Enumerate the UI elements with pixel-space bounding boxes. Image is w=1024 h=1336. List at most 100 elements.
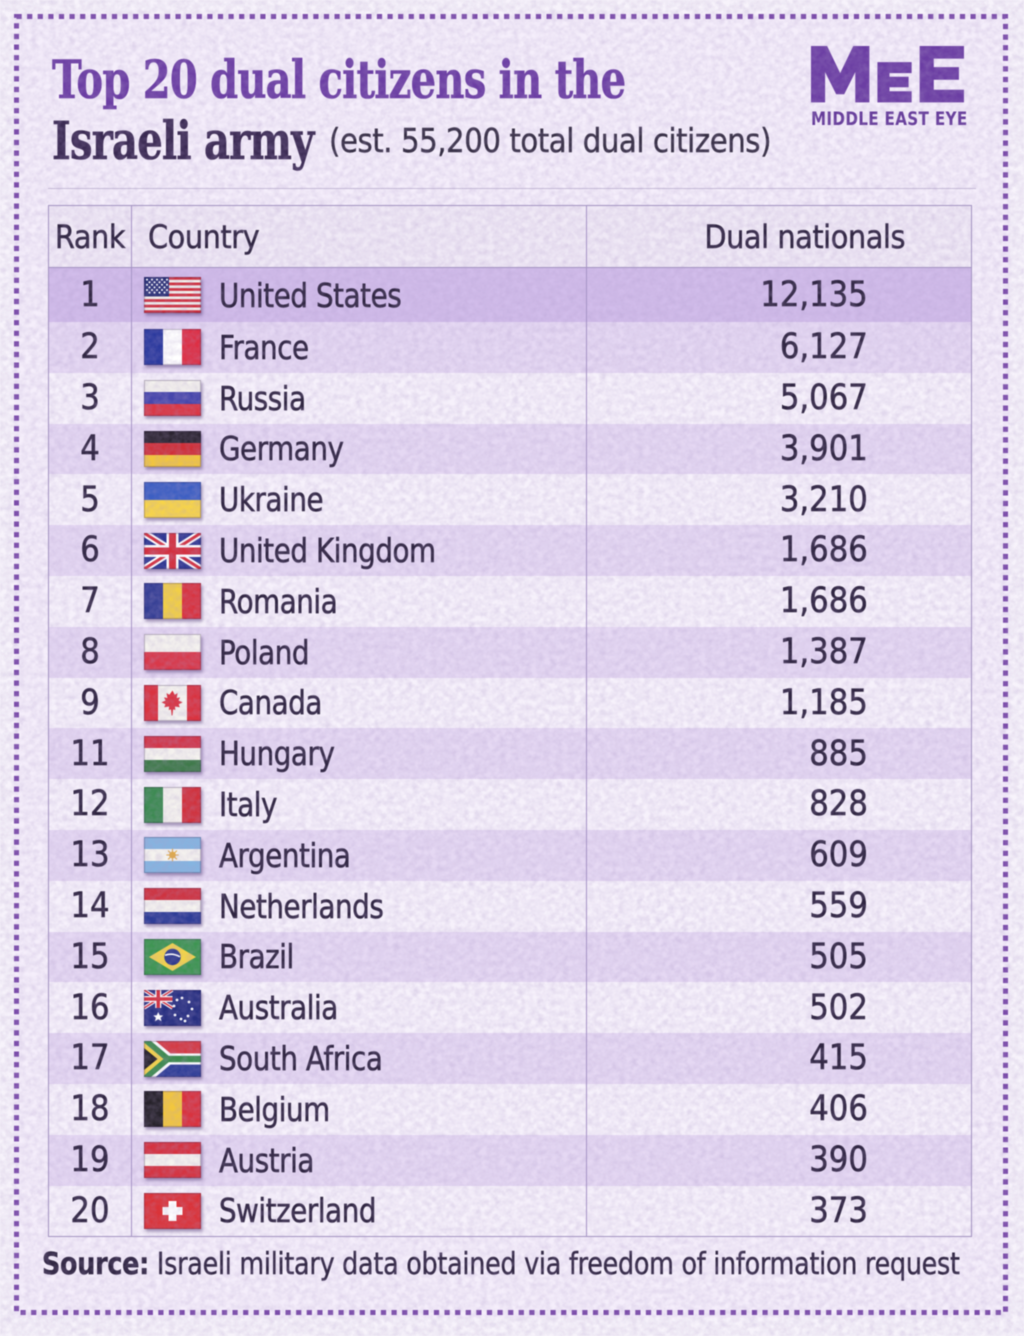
dual-nationals-cell: 505 [587, 932, 971, 983]
dual-nationals-cell: 559 [587, 881, 971, 932]
country-cell: Netherlands [131, 880, 587, 932]
dual-nationals-value: 559 [809, 885, 868, 926]
dual-nationals-value: 505 [809, 936, 868, 977]
flag-icon-nl [144, 888, 201, 925]
rank-value: 5 [80, 479, 100, 520]
country-name: Ukraine [219, 480, 324, 520]
country-name: Switzerland [219, 1191, 377, 1231]
country-cell: Ukraine [131, 474, 587, 526]
table-row: 17 South Africa 415 [49, 1033, 971, 1084]
table-row: 13 Argentina 609 [49, 829, 971, 881]
rank-cell: 15 [49, 932, 131, 983]
country-name: Italy [219, 785, 278, 825]
rank-value: 8 [80, 631, 100, 672]
table-row: 2 France 6,127 [49, 322, 971, 373]
table-row: 15 Brazil 505 [49, 931, 971, 983]
country-name: Canada [219, 683, 323, 723]
country-cell: Brazil [131, 931, 587, 983]
dual-nationals-cell: 1,686 [587, 576, 971, 627]
rank-value: 4 [80, 428, 100, 469]
rank-header-label: Rank [54, 217, 126, 256]
rank-value: 18 [70, 1089, 110, 1130]
country-cell: Hungary [131, 728, 587, 780]
country-name: Belgium [219, 1089, 331, 1129]
flag-icon-ru [144, 380, 201, 417]
rank-value: 15 [70, 936, 110, 977]
rank-value: 2 [80, 327, 100, 368]
dual-nationals-value: 3,901 [780, 428, 868, 469]
dual-nationals-cell: 3,901 [587, 424, 971, 475]
rank-cell: 8 [49, 627, 131, 678]
rank-cell: 13 [49, 830, 131, 881]
table-row: 9 Canada 1,185 [49, 677, 971, 729]
mee-logo-icon [811, 46, 964, 103]
flag-icon-de [144, 430, 201, 467]
dual-nationals-value: 406 [809, 1089, 868, 1130]
dual-nationals-value: 609 [809, 835, 868, 876]
country-cell: United States [131, 268, 587, 322]
dual-nationals-cell: 1,185 [587, 678, 971, 729]
mee-logo-tagline: MIDDLE EAST EYE [811, 109, 968, 130]
rank-value: 14 [70, 885, 110, 926]
dual-nationals-cell: 502 [587, 982, 971, 1033]
dual-nationals-cell: 6,127 [587, 322, 971, 373]
flag-icon-br [144, 938, 201, 975]
column-header-dual-nationals: Dual nationals [587, 206, 971, 267]
rank-value: 17 [70, 1038, 110, 1079]
rank-value: 20 [70, 1190, 110, 1231]
flag-icon-ar [144, 837, 201, 874]
column-header-rank: Rank [49, 206, 131, 267]
source-text: Israeli military data obtained via freed… [149, 1247, 960, 1282]
dual-nationals-cell: 609 [587, 830, 971, 881]
dual-nationals-value: 6,127 [780, 327, 868, 368]
country-cell: Belgium [131, 1083, 587, 1135]
rank-value: 19 [70, 1139, 110, 1180]
dual-nationals-value: 1,686 [780, 530, 868, 571]
flag-icon-za [144, 1040, 201, 1077]
dual-nationals-cell: 5,067 [587, 373, 971, 424]
flag-icon-be [144, 1091, 201, 1128]
country-cell: Austria [131, 1134, 587, 1186]
country-cell: Poland [131, 626, 587, 678]
table-row: 20 Switzerland 373 [49, 1185, 971, 1237]
dual-nationals-cell: 415 [587, 1033, 971, 1084]
country-cell: France [131, 322, 587, 373]
country-cell: Canada [131, 677, 587, 729]
country-name: Russia [219, 378, 307, 418]
table-row: 6 United Kingdom 1,686 [49, 525, 971, 576]
rank-cell: 7 [49, 576, 131, 627]
table-row: 4 Germany 3,901 [49, 423, 971, 475]
dual-nationals-value: 1,185 [780, 682, 868, 723]
country-cell: Russia [131, 372, 587, 424]
rank-value: 12 [70, 784, 110, 825]
page-title-line2: Israeli army [52, 111, 315, 172]
dual-nationals-cell: 1,686 [587, 525, 971, 576]
flag-icon-au [144, 989, 201, 1026]
dual-nationals-value: 3,210 [780, 479, 868, 520]
dual-nationals-value: 415 [809, 1038, 868, 1079]
table-row: 16 Australia 502 [49, 982, 971, 1034]
column-header-country: Country [131, 206, 587, 267]
country-cell: Romania [131, 575, 587, 627]
country-header-label: Country [148, 217, 260, 256]
dual-nationals-value: 5,067 [780, 377, 868, 418]
rank-cell: 11 [49, 728, 131, 779]
dual-nationals-value: 1,387 [780, 631, 868, 672]
table-row: 3 Russia 5,067 [49, 372, 971, 424]
flag-icon-hu [144, 735, 201, 772]
country-name: Australia [219, 988, 339, 1028]
rank-cell: 16 [49, 982, 131, 1033]
rank-cell: 12 [49, 779, 131, 830]
country-cell: Australia [131, 982, 587, 1034]
table-row: 1 United States 12,135 [49, 268, 971, 322]
dual-nationals-cell: 390 [587, 1135, 971, 1186]
dual-nationals-header-label: Dual nationals [703, 217, 906, 256]
dual-nationals-value: 12,135 [760, 274, 868, 315]
rank-value: 7 [80, 581, 100, 622]
title-divider [48, 188, 976, 189]
table-row: 11 Hungary 885 [49, 728, 971, 780]
country-name: Austria [219, 1140, 315, 1180]
flag-icon-at [144, 1142, 201, 1179]
rank-cell: 1 [49, 268, 131, 322]
